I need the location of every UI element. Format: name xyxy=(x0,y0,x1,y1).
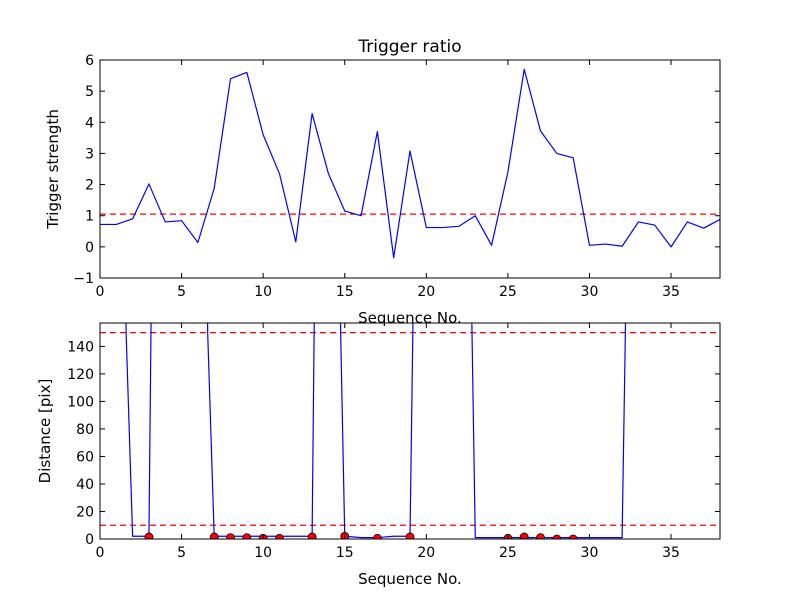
panel-bottom-marker-point-13 xyxy=(552,534,562,539)
panel-top-x-tick-label-5: 25 xyxy=(499,284,517,300)
panel-bottom-x-tick-label-2: 10 xyxy=(254,545,272,561)
panel-bottom-y-tick-label-7: 140 xyxy=(67,339,94,355)
panel-bottom-y-tick-label-5: 100 xyxy=(67,394,94,410)
panel-bottom-marker-point-0 xyxy=(144,532,154,539)
panel-bottom-series-line-0 xyxy=(125,323,627,539)
panel-top-y-tick-label-4: 3 xyxy=(85,146,94,162)
panel-top-y-tick-label-3: 2 xyxy=(85,178,94,194)
panel-bottom-marker-point-1 xyxy=(209,532,219,539)
panel-bottom-y-tick-label-6: 120 xyxy=(67,367,94,383)
panel-bottom-x-tick-label-0: 0 xyxy=(96,545,105,561)
panel-top-x-tick-label-7: 35 xyxy=(662,284,680,300)
panel-bottom-frame xyxy=(99,322,721,540)
panel-top-plot-area xyxy=(100,68,720,259)
panel-bottom-marker-point-6 xyxy=(307,532,317,539)
panel-bottom-x-tick-label-7: 35 xyxy=(662,545,680,561)
panel-bottom-x-tick-label-5: 25 xyxy=(499,545,517,561)
panel-bottom-marker-point-11 xyxy=(519,532,529,539)
panel-bottom-y-axis-label: Distance [pix] xyxy=(36,379,54,484)
panel-top-y-axis-label: Trigger strength xyxy=(44,109,62,230)
panel-top-y-tick-label-7: 6 xyxy=(85,53,94,69)
panel-top-y-tick-label-5: 4 xyxy=(85,115,94,131)
panel-bottom-marker-point-14 xyxy=(568,534,578,539)
panel-bottom-x-tick-label-3: 15 xyxy=(336,545,354,561)
panel-top-series-line-0 xyxy=(100,68,720,259)
panel-top-x-tick-label-2: 10 xyxy=(254,284,272,300)
panel-top-x-tick-label-4: 20 xyxy=(417,284,435,300)
panel-bottom-marker-point-5 xyxy=(275,533,284,539)
panel-top-y-tick-label-2: 1 xyxy=(85,209,94,225)
panel-top-x-tick-label-3: 15 xyxy=(336,284,354,300)
panel-top-x-axis-label: Sequence No. xyxy=(358,309,462,327)
panel-top-x-tick-label-1: 5 xyxy=(177,284,186,300)
panel-bottom-marker-point-8 xyxy=(372,533,382,539)
panel-bottom-x-axis-label: Sequence No. xyxy=(358,570,462,588)
panel-bottom-x-tick-label-6: 30 xyxy=(581,545,599,561)
panel-top-x-tick-label-6: 30 xyxy=(581,284,599,300)
panel-bottom-x-tick-label-4: 20 xyxy=(417,545,435,561)
panel-bottom-y-tick-label-1: 20 xyxy=(76,504,94,520)
panel-bottom-x-tick-label-1: 5 xyxy=(177,545,186,561)
panel-bottom-y-tick-label-3: 60 xyxy=(76,449,94,465)
panel-bottom-y-tick-label-0: 0 xyxy=(85,532,94,548)
panel-top-x-tick-label-0: 0 xyxy=(96,284,105,300)
panel-bottom-plot-area xyxy=(100,323,720,539)
panel-top-chart-title: Trigger ratio xyxy=(357,37,461,57)
panel-top-y-tick-label-1: 0 xyxy=(85,240,94,256)
panel-bottom-marker-point-3 xyxy=(242,533,252,539)
panel-bottom-y-tick-label-4: 80 xyxy=(76,422,94,438)
panel-bottom-marker-point-2 xyxy=(226,533,235,539)
panel-bottom: 0 5 10 15 20 25 30 35 0 20 40 60 80 100 120 140 Sequence… xyxy=(36,322,721,588)
panel-bottom-y-tick-label-2: 40 xyxy=(76,477,94,493)
panel-top-y-tick-label-0: −1 xyxy=(73,271,94,287)
panel-top-y-tick-label-6: 5 xyxy=(85,84,94,100)
panel-bottom-marker-point-12 xyxy=(536,533,545,539)
panel-top-frame xyxy=(99,59,721,279)
panel-bottom-marker-point-9 xyxy=(405,532,415,539)
